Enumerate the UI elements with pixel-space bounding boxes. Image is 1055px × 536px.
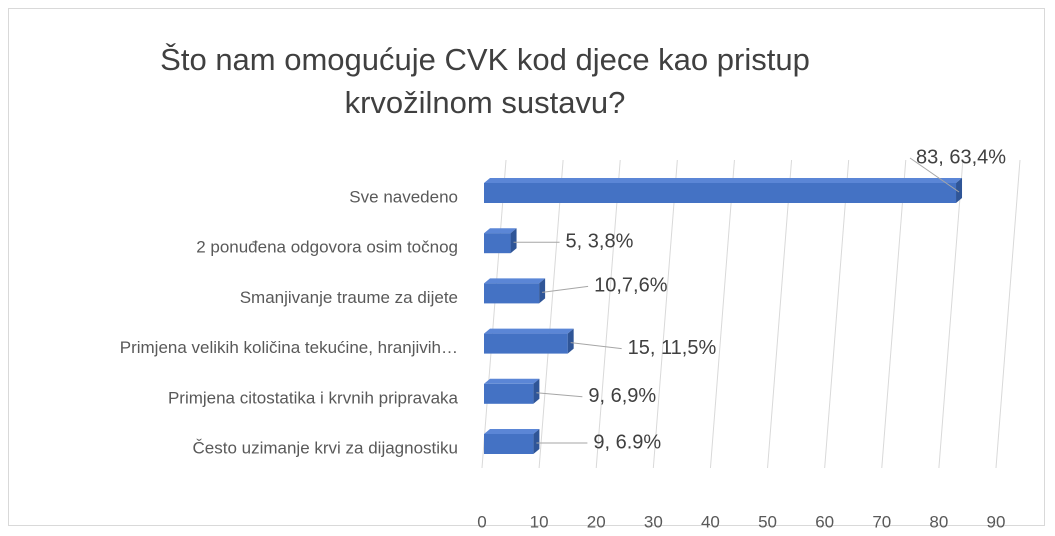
y-tick-label: Sve navedeno xyxy=(349,187,458,206)
grid-line xyxy=(824,159,850,469)
grid-line xyxy=(538,159,564,469)
bar-side xyxy=(533,378,540,404)
bar xyxy=(484,233,511,254)
y-tick-label: Primjena velikih količina tekućine, hran… xyxy=(120,338,458,357)
leader-line xyxy=(909,157,960,193)
grid-line xyxy=(995,159,1021,469)
x-tick-label: 20 xyxy=(587,512,606,531)
y-tick-label: 2 ponuđena odgovora osim točnog xyxy=(196,238,458,257)
bar-top xyxy=(484,378,540,384)
bar-side xyxy=(510,228,517,254)
leader-line xyxy=(536,392,583,398)
chart-title: Što nam omogućuje CVK kod djece kao pris… xyxy=(160,42,810,120)
bar xyxy=(484,434,534,454)
bar-top xyxy=(484,328,574,334)
x-tick-label: 60 xyxy=(815,512,834,531)
x-tick-label: 70 xyxy=(872,512,891,531)
y-tick-label: Primjena citostatika i krvnih pripravaka xyxy=(168,388,459,407)
data-label: 15, 11,5% xyxy=(628,337,717,359)
data-label: 83, 63,4% xyxy=(916,146,1006,168)
y-tick-label: Smanjivanje traume za dijete xyxy=(240,288,458,307)
data-label: 10,7,6% xyxy=(594,275,668,297)
x-tick-label: 50 xyxy=(758,512,777,531)
grid-line xyxy=(652,159,678,469)
x-tick-label: 30 xyxy=(644,512,663,531)
grid-line xyxy=(709,159,735,469)
grid-line xyxy=(938,159,964,469)
x-tick-label: 90 xyxy=(987,512,1006,531)
grid-line xyxy=(881,159,907,469)
bar xyxy=(484,333,568,354)
leader-line xyxy=(570,342,622,350)
data-label: 9, 6.9% xyxy=(593,431,661,453)
grid-line xyxy=(595,159,621,469)
y-tick-label: Često uzimanje krvi za dijagnostiku xyxy=(192,438,458,457)
x-tick-label: 0 xyxy=(477,512,486,531)
bar xyxy=(484,183,957,203)
grid-line xyxy=(767,159,793,469)
x-tick-label: 40 xyxy=(701,512,720,531)
x-tick-label: 80 xyxy=(929,512,948,531)
bar-side xyxy=(567,328,574,354)
bar-side xyxy=(956,178,963,203)
bar-side xyxy=(539,278,546,304)
grid-line xyxy=(481,159,507,469)
bar-top xyxy=(484,278,546,284)
bar-side xyxy=(533,429,540,454)
bar xyxy=(484,383,534,404)
bar-top xyxy=(484,178,963,183)
leader-line xyxy=(542,285,589,293)
bar xyxy=(484,283,540,304)
x-tick-label: 10 xyxy=(530,512,549,531)
data-label: 9, 6,9% xyxy=(588,385,656,407)
chart-frame xyxy=(8,8,1045,526)
bar-top xyxy=(484,228,517,234)
data-label: 5, 3,8% xyxy=(566,230,634,252)
bar-top xyxy=(484,429,540,434)
